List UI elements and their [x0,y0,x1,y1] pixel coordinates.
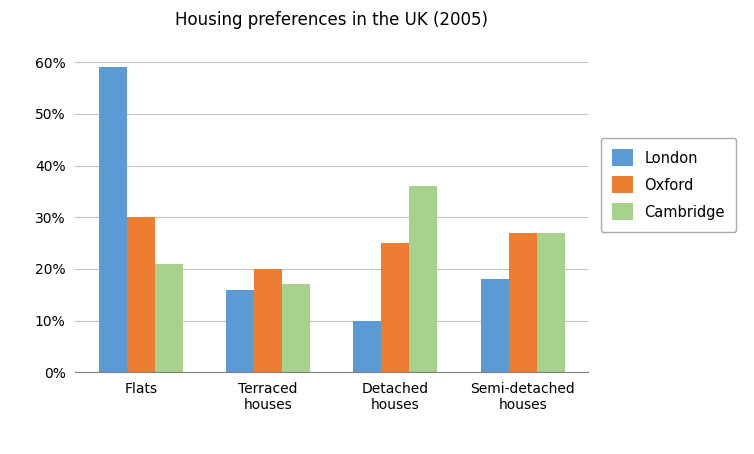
Bar [354,321,382,372]
Bar [99,67,127,372]
Bar [226,290,254,372]
Bar [509,233,537,372]
Bar [155,264,182,372]
Bar [127,217,155,372]
Legend: London, Oxford, Cambridge: London, Oxford, Cambridge [600,138,737,232]
Bar [382,243,409,372]
Bar [481,279,509,372]
Bar [254,269,282,372]
Bar [282,284,310,372]
Title: Housing preferences in the UK (2005): Housing preferences in the UK (2005) [175,11,489,29]
Bar [537,233,565,372]
Bar [409,186,437,372]
